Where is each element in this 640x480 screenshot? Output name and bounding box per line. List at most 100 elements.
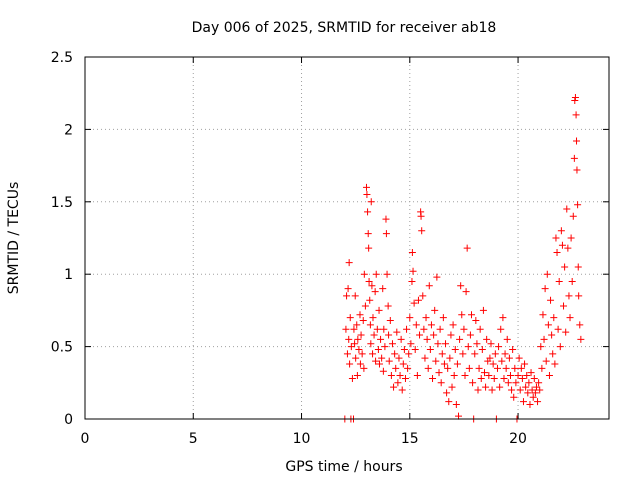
data-point [475, 364, 483, 372]
data-point [525, 379, 533, 387]
data-point [414, 296, 422, 304]
data-point [501, 350, 509, 358]
axes: 0 5 10 15 20 0 0.5 1 1.5 2 2.5 [51, 50, 609, 447]
data-point [382, 215, 390, 223]
data-point [380, 325, 388, 333]
data-point [408, 277, 416, 285]
data-point [478, 345, 486, 353]
data-point [410, 299, 418, 307]
data-point [383, 270, 391, 278]
data-point [413, 372, 421, 380]
data-point [506, 372, 514, 380]
x-tick-label: 10 [293, 431, 311, 447]
data-point [396, 372, 404, 380]
data-point [505, 354, 513, 362]
data-point [382, 230, 390, 238]
data-point [458, 311, 466, 319]
data-point [493, 364, 501, 372]
data-point [403, 325, 411, 333]
data-point [503, 335, 511, 343]
data-point [448, 383, 456, 391]
data-point [442, 340, 450, 348]
data-point [438, 350, 446, 358]
data-point [527, 369, 535, 377]
data-point [344, 285, 352, 293]
data-point [430, 331, 438, 339]
data-point [364, 208, 372, 216]
data-point [569, 212, 577, 220]
data-point [422, 314, 430, 322]
data-point [482, 383, 490, 391]
data-point [564, 244, 572, 252]
data-point [515, 354, 523, 362]
data-point [420, 325, 428, 333]
data-point [544, 321, 552, 329]
data-point [538, 364, 546, 372]
data-point [436, 325, 444, 333]
data-point [348, 374, 356, 382]
data-point [556, 343, 564, 351]
data-point [504, 379, 512, 387]
data-point [375, 360, 383, 368]
data-point [468, 311, 476, 319]
data-point [372, 270, 380, 278]
data-point [354, 335, 362, 343]
data-point [353, 321, 361, 329]
data-point [489, 360, 497, 368]
data-point [369, 314, 377, 322]
data-point [411, 345, 419, 353]
data-point [459, 350, 467, 358]
data-point [549, 350, 557, 358]
data-points [341, 94, 585, 423]
data-point [427, 321, 435, 329]
y-tick-label: 1.5 [51, 195, 73, 211]
data-point [404, 364, 412, 372]
data-point [521, 360, 529, 368]
data-point [541, 285, 549, 293]
data-point [387, 372, 395, 380]
data-point [346, 314, 354, 322]
data-point [369, 350, 377, 358]
data-point [361, 302, 369, 310]
data-point [367, 198, 375, 206]
data-point [565, 292, 573, 300]
data-point [397, 335, 405, 343]
y-axis-label: SRMTID / TECUs [6, 182, 22, 295]
data-point [514, 372, 522, 380]
data-point [362, 183, 370, 191]
data-point [566, 314, 574, 322]
data-point [429, 374, 437, 382]
data-point [407, 340, 415, 348]
data-point [417, 212, 425, 220]
data-point [345, 259, 353, 267]
data-point [555, 277, 563, 285]
data-point [405, 350, 413, 358]
data-point [528, 386, 536, 394]
data-point [409, 267, 417, 275]
data-point [563, 205, 571, 213]
data-point [393, 328, 401, 336]
data-point [351, 292, 359, 300]
data-point [399, 360, 407, 368]
data-point [360, 364, 368, 372]
y-tick-label: 1 [64, 267, 73, 283]
data-point [545, 372, 553, 380]
data-point [346, 360, 354, 368]
data-point [539, 311, 547, 319]
data-point [356, 311, 364, 319]
data-point [398, 386, 406, 394]
data-point [370, 331, 378, 339]
data-point [518, 374, 526, 382]
data-point [343, 350, 351, 358]
chart-title: Day 006 of 2025, SRMTID for receiver ab1… [192, 20, 497, 36]
data-point [355, 345, 363, 353]
data-point [363, 191, 371, 199]
y-tick-label: 0.5 [51, 340, 73, 356]
data-point [551, 360, 559, 368]
data-point [576, 321, 584, 329]
data-point [573, 166, 581, 174]
data-point [570, 154, 578, 162]
data-point [424, 364, 432, 372]
data-point [534, 398, 542, 406]
